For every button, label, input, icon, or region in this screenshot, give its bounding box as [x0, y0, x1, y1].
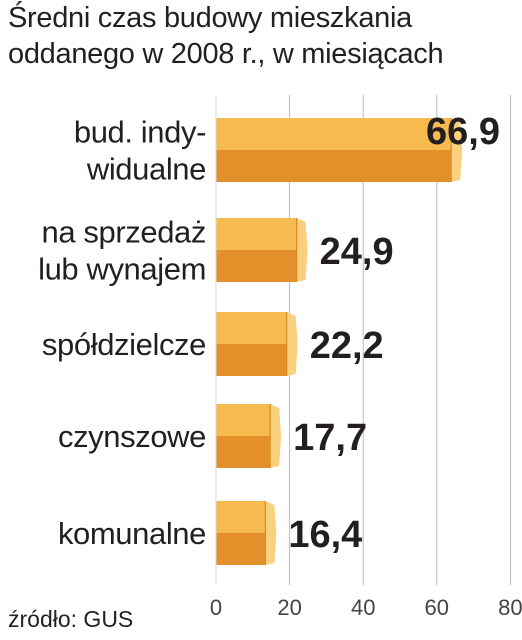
bar-top-half [216, 118, 452, 150]
value-label: 17,7 [293, 417, 367, 459]
value-label: 66,9 [426, 111, 500, 153]
bar-bottom-half [216, 344, 287, 376]
bar-bottom-half [216, 533, 266, 565]
bar-bottom-half [216, 150, 452, 182]
bar-bottom-half [216, 250, 297, 282]
bar-top-half [216, 312, 287, 344]
bar-end-cap [265, 501, 277, 565]
bar-end-cap [451, 118, 463, 182]
category-label: widualne [86, 152, 206, 187]
chart-title-line-2: oddanego w 2008 r., w miesiącach [8, 38, 444, 70]
bar-top-half [216, 501, 266, 533]
category-label: spółdzielcze [42, 327, 206, 362]
category-label: komunalne [58, 516, 206, 551]
bar-end-cap [286, 312, 298, 376]
chart-title-line-1: Średni czas budowy mieszkania [8, 2, 412, 34]
category-label: czynszowe [58, 419, 206, 454]
bar-top-half [216, 218, 297, 250]
x-tick-label: 20 [277, 595, 301, 620]
x-tick-label: 0 [210, 595, 222, 620]
category-label: lub wynajem [38, 252, 206, 287]
bar-bottom-half [216, 436, 271, 468]
category-label: bud. indy- [74, 115, 206, 150]
source-note: źródło: GUS [8, 606, 134, 632]
bar-end-cap [296, 218, 308, 282]
x-tick-label: 40 [351, 595, 375, 620]
value-label: 22,2 [310, 325, 384, 367]
x-tick-label: 80 [498, 595, 522, 620]
bar-top-half [216, 404, 271, 436]
category-label: na sprzedaż [42, 215, 206, 250]
bar-end-cap [270, 404, 282, 468]
value-label: 24,9 [320, 231, 394, 273]
x-tick-label: 60 [425, 595, 449, 620]
value-label: 16,4 [288, 514, 362, 556]
